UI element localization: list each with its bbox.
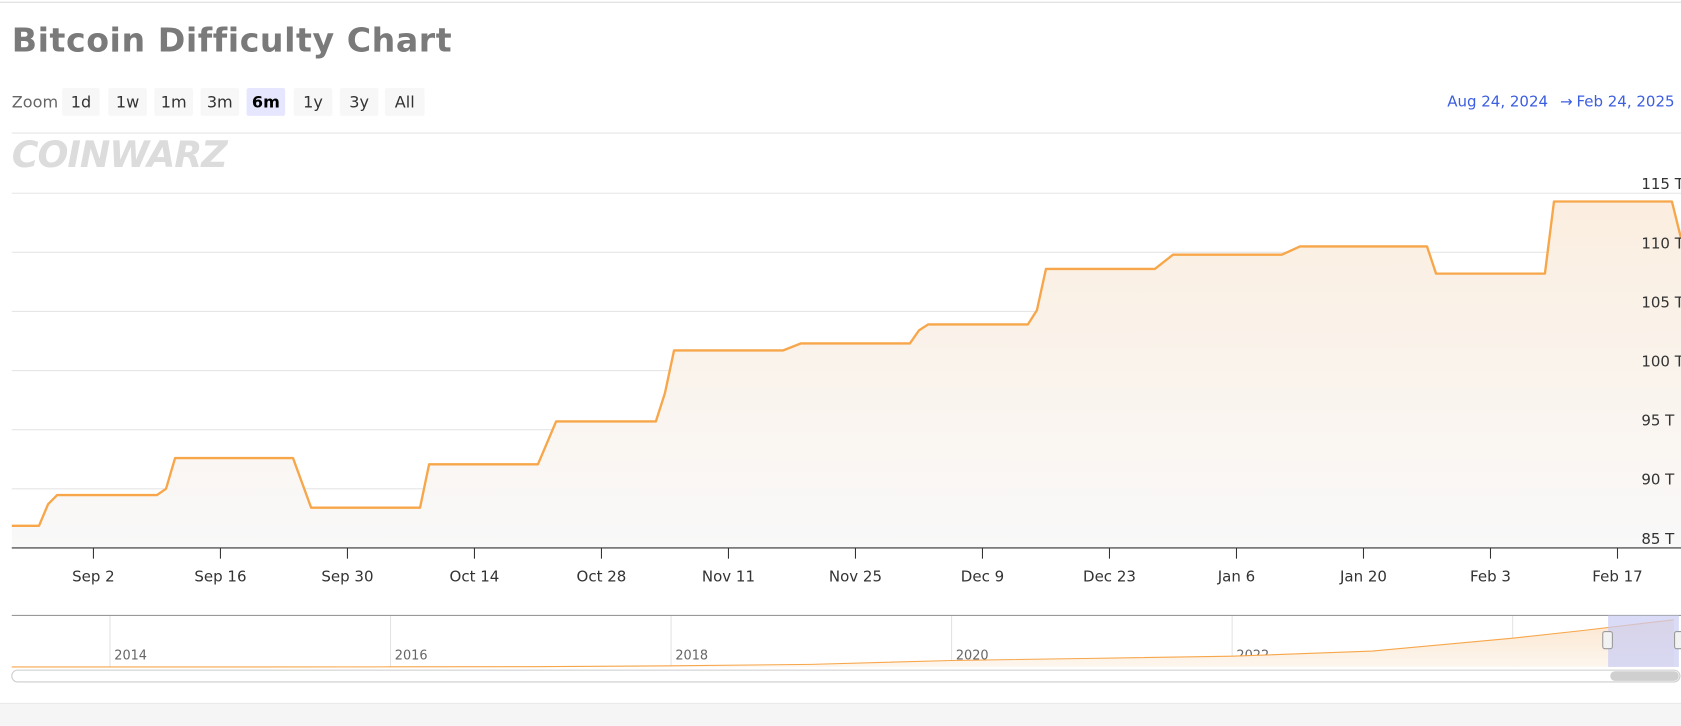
zoom-button-label[interactable]: 6m	[252, 93, 280, 112]
zoom-button-label[interactable]: 1m	[161, 93, 187, 112]
zoom-button[interactable]	[200, 88, 240, 116]
x-tick-label: Sep 2	[72, 567, 115, 585]
x-tick-label: Nov 25	[829, 567, 882, 585]
zoom-button-label[interactable]: 1w	[116, 93, 139, 112]
area-fill	[11, 201, 1681, 548]
zoom-label: Zoom	[12, 93, 58, 112]
zoom-button[interactable]	[62, 88, 100, 116]
zoom-button-label[interactable]: 1y	[303, 93, 323, 112]
navigator-handle[interactable]	[1602, 631, 1613, 650]
zoom-button[interactable]	[339, 88, 379, 116]
zoom-button-label[interactable]: 3m	[207, 93, 233, 112]
x-tick-label: Jan 6	[1217, 567, 1255, 585]
y-tick-label: 90 T	[1641, 471, 1675, 489]
range-arrow: →	[1560, 92, 1573, 110]
navigator-handle[interactable]	[1674, 631, 1681, 650]
y-tick-label: 85 T	[1641, 530, 1675, 548]
zoom-buttons: 1d 1w 1m 3m 6m 1y 3y All	[62, 88, 425, 116]
x-tick-label: Feb 3	[1470, 567, 1511, 585]
footer-band	[0, 703, 1681, 726]
zoom-button[interactable]	[384, 88, 425, 116]
zoom-button[interactable]	[246, 88, 286, 116]
x-tick-label: Feb 17	[1592, 567, 1642, 585]
navigator-tick-label: 2014	[114, 649, 147, 664]
y-tick-label: 100 T	[1641, 353, 1681, 371]
y-tick-label: 115 T	[1641, 175, 1681, 193]
logo: COINWARZ	[12, 133, 228, 176]
x-tick-label: Oct 14	[450, 567, 500, 585]
range-to[interactable]: Feb 24, 2025	[1576, 92, 1674, 110]
range-from[interactable]: Aug 24, 2024	[1447, 92, 1548, 110]
navigator-selection[interactable]	[1608, 615, 1679, 667]
zoom-button[interactable]	[293, 88, 333, 116]
x-tick-label: Sep 16	[194, 567, 246, 585]
x-tick-label: Dec 9	[961, 567, 1004, 585]
navigator-tick-label: 2018	[675, 649, 708, 664]
main-plot: 85 T 90 T 95 T 100 T 105 T 110 T 115 T Sep 2 Sep…	[11, 175, 1681, 585]
zoom-button-label[interactable]: 3y	[349, 93, 369, 112]
zoom-button[interactable]	[108, 88, 147, 116]
data-line	[11, 619, 1675, 668]
data-line	[11, 200, 1681, 528]
zoom-button[interactable]	[154, 88, 193, 116]
x-tick-label: Oct 28	[577, 567, 627, 585]
zoom-button-label[interactable]: 1d	[71, 93, 91, 112]
y-tick-label: 110 T	[1641, 234, 1681, 252]
x-tick-label: Dec 23	[1083, 567, 1136, 585]
area-fill	[11, 619, 1674, 667]
scrollbar-thumb[interactable]	[1610, 671, 1679, 681]
x-tick-label: Jan 20	[1339, 567, 1387, 585]
x-tick-label: Nov 11	[702, 567, 755, 585]
chart-title: Bitcoin Difficulty Chart	[12, 20, 452, 59]
navigator: 201420162018202020222024	[11, 614, 1681, 668]
y-tick-label: 105 T	[1641, 293, 1681, 311]
x-tick-label: Sep 30	[321, 567, 373, 585]
navigator-tick-label: 2016	[395, 649, 428, 664]
y-tick-label: 95 T	[1641, 412, 1675, 430]
zoom-button-label[interactable]: All	[395, 93, 415, 112]
scrollbar-track[interactable]	[11, 669, 1681, 683]
